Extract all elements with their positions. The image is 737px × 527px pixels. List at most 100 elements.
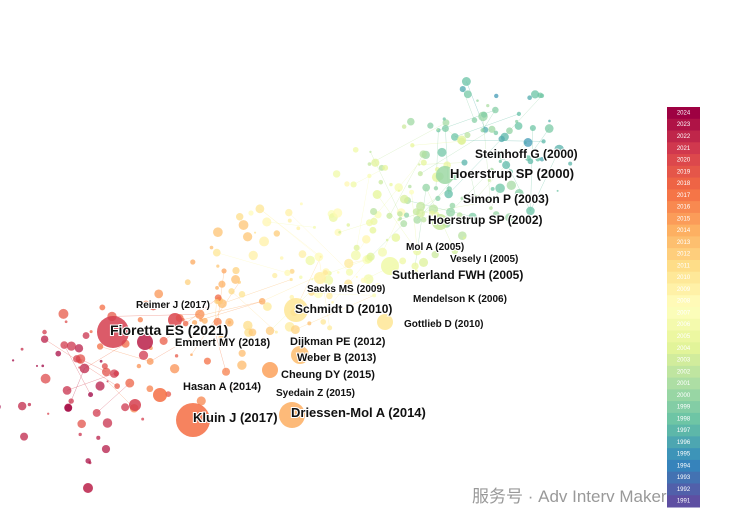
edge [163,297,219,342]
node [369,226,377,234]
node [113,370,120,377]
node [64,320,68,324]
node [413,269,419,275]
node [344,258,354,269]
node [492,211,500,218]
key-node [262,362,278,378]
node [232,266,240,275]
node [523,138,533,147]
node-label: Reimer J (2017) [136,300,210,311]
node [89,330,93,334]
node [311,278,314,281]
node [101,367,111,377]
node [407,117,415,126]
year-legend: 2024 2023 2022 2021 2020 2019 2018 2017 2016 2015… [667,107,700,508]
node [101,363,108,370]
node [41,364,45,368]
node [556,189,559,192]
node [40,335,49,343]
node [366,219,373,227]
key-nodes [83,166,454,493]
node [441,125,449,132]
node [218,333,228,343]
node [215,286,219,290]
node [332,170,341,178]
node [307,321,312,326]
node [184,279,191,286]
node [273,230,281,237]
node [287,218,292,223]
legend-year: 2024 [677,110,691,116]
node [95,381,105,391]
node [121,403,130,412]
node [216,264,220,268]
node [530,90,540,99]
node [313,288,323,299]
node [495,183,505,194]
node [60,341,69,349]
node-label: Emmert MY (2018) [175,337,271,349]
node-label: Gottlieb D (2010) [404,319,483,330]
node [391,233,401,242]
node [296,226,301,231]
legend-swatch [667,177,700,190]
node [527,158,534,165]
node [289,268,295,274]
node [548,119,551,123]
legend-year: 1991 [677,499,691,505]
legend-year: 2021 [677,146,691,152]
node [350,250,361,261]
node [238,349,246,357]
node [353,244,360,251]
node [149,302,158,311]
node [456,212,463,219]
legend-year: 2001 [677,381,691,387]
legend-swatch [667,424,700,437]
node [212,248,221,257]
node [138,350,149,360]
edge [216,252,288,274]
node [531,194,538,201]
legend-year: 1996 [677,440,691,446]
legend-swatch [667,401,700,414]
node [490,186,495,191]
node [262,217,272,227]
node [214,298,220,304]
node [248,250,258,261]
key-node [83,483,93,493]
node-label: Sacks MS (2009) [307,284,385,295]
legend-swatch [667,330,700,343]
node [480,197,484,201]
node [201,317,208,324]
node [319,255,322,258]
node [231,386,235,390]
node-label: Syedain Z (2015) [276,388,355,399]
node [209,245,214,250]
edge [64,344,91,395]
node [314,252,324,262]
key-node [284,298,308,322]
node [400,220,408,228]
node [370,207,378,216]
edge [419,162,465,165]
legend-year: 1998 [677,416,691,422]
legend-swatch [667,342,700,355]
node-label: Dijkman PE (2012) [290,336,386,348]
node-label: Steinhoff G (2000) [475,147,578,161]
node [446,186,452,192]
node-label: Hasan A (2014) [183,381,261,393]
node [191,320,198,326]
legend-year: 2019 [677,169,691,175]
node [374,283,382,291]
edge [412,140,462,146]
node [524,141,527,145]
node [420,216,427,223]
node [263,302,272,311]
node [298,250,307,258]
legend-swatch [667,130,700,143]
node [489,167,494,173]
node [476,99,479,102]
node [213,317,222,327]
node [242,232,253,242]
legend-swatch [667,271,700,284]
